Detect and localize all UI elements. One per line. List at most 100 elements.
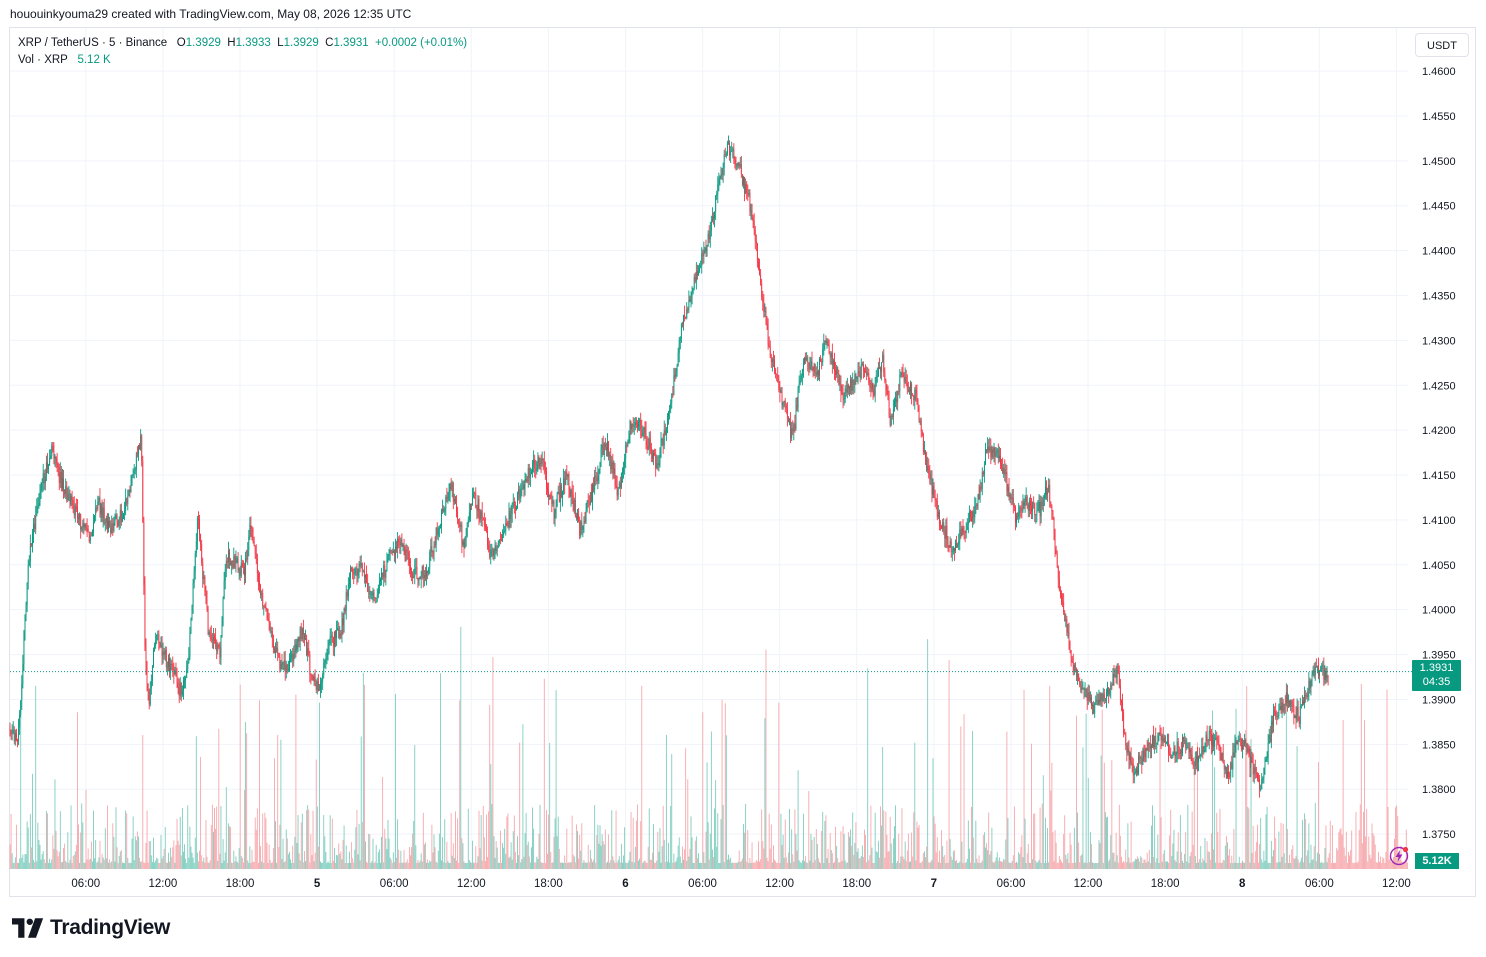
candle-body	[79, 513, 81, 520]
candle-body	[494, 545, 496, 551]
candle-body	[146, 666, 148, 684]
volume-bar	[1235, 708, 1237, 869]
candle-body	[162, 651, 164, 656]
volume-bar	[1085, 713, 1087, 869]
candle-body	[414, 568, 416, 577]
candle-body	[519, 489, 521, 499]
lightning-icon[interactable]	[1389, 846, 1409, 866]
candle-body	[1149, 744, 1151, 749]
volume-bar	[615, 810, 617, 869]
volume-bar	[872, 862, 874, 869]
volume-bar	[910, 861, 911, 869]
volume-bar	[1383, 858, 1385, 869]
volume-bar	[1072, 862, 1074, 869]
volume-bar	[345, 845, 347, 869]
candle-body	[1074, 665, 1076, 668]
candle-body	[628, 434, 630, 442]
candle-body	[586, 500, 588, 511]
candle-body	[225, 560, 227, 570]
volume-bar	[101, 853, 103, 869]
volume-bar	[145, 842, 147, 869]
candle-body	[463, 541, 465, 548]
candle-body	[57, 463, 59, 467]
volume-bar	[385, 838, 387, 869]
candle-body	[707, 234, 709, 247]
volume-bar	[176, 818, 178, 869]
candle-body	[301, 627, 303, 639]
volume-bar	[1188, 862, 1190, 869]
volume-bar	[902, 856, 904, 869]
candle-body	[1175, 754, 1177, 757]
candle-body	[705, 248, 707, 252]
volume-bar	[642, 862, 644, 869]
candle-body	[914, 389, 916, 401]
volume-bar	[1263, 850, 1265, 869]
candle-body	[131, 475, 133, 485]
candle-body	[1015, 507, 1016, 523]
candle-body	[1016, 515, 1017, 523]
legend-symbol[interactable]: XRP / TetherUS · 5 · Binance	[18, 37, 168, 49]
volume-bar	[1285, 691, 1287, 869]
candle-body	[37, 505, 39, 507]
x-tick-label: 7	[931, 878, 937, 890]
candle-body	[1238, 738, 1240, 741]
tradingview-brand[interactable]: TradingView	[12, 916, 170, 940]
volume-bar	[1271, 856, 1273, 869]
volume-bar	[943, 856, 945, 869]
candle-body	[204, 576, 206, 593]
candle-body	[445, 496, 447, 509]
tradingview-logo-icon	[12, 918, 44, 938]
volume-bar	[1382, 857, 1384, 869]
candle-body	[325, 658, 327, 660]
volume-bar	[1009, 862, 1011, 869]
legend-volume-label[interactable]: Vol · XRP	[18, 54, 68, 66]
volume-bar	[427, 859, 429, 869]
volume-bar	[866, 862, 868, 869]
volume-bar	[1198, 862, 1200, 869]
volume-bar	[426, 862, 427, 869]
candle-body	[1286, 693, 1288, 703]
candle-body	[648, 438, 650, 450]
candle-body	[670, 403, 672, 410]
candle-body	[657, 463, 659, 465]
candle-body	[1298, 716, 1300, 724]
volume-bar	[556, 836, 558, 869]
candle-body	[831, 353, 833, 365]
volume-bar	[241, 858, 243, 869]
volume-bar	[761, 809, 763, 869]
volume-bar	[723, 862, 725, 869]
candle-body	[53, 451, 55, 459]
volume-bar	[26, 821, 28, 869]
candle-body	[1097, 700, 1099, 705]
candle-body	[1229, 775, 1231, 777]
candle-body	[447, 496, 449, 499]
volume-bar	[935, 852, 937, 869]
candle-body	[887, 392, 889, 400]
candle-body	[1165, 742, 1167, 743]
candle-body	[1028, 500, 1030, 511]
candle-body	[80, 513, 82, 530]
candle-body	[36, 506, 38, 516]
candle-body	[78, 518, 79, 520]
candle-body	[340, 633, 342, 635]
volume-bar	[1006, 731, 1008, 869]
candle-body	[976, 504, 978, 506]
candle-body	[511, 505, 513, 515]
volume-bar	[889, 816, 891, 869]
candle-body	[810, 361, 812, 367]
candle-body	[514, 506, 516, 510]
volume-bar	[1390, 861, 1392, 869]
volume-bar	[136, 831, 138, 869]
candle-body	[270, 631, 272, 633]
candle-body	[931, 478, 933, 495]
volume-bar	[446, 841, 448, 869]
currency-unit-button[interactable]: USDT	[1415, 33, 1469, 57]
volume-bar	[245, 721, 247, 869]
volume-bar	[263, 862, 265, 869]
candle-body	[21, 683, 23, 701]
candle-body	[109, 520, 111, 528]
volume-bar	[371, 861, 373, 869]
volume-bar	[749, 858, 751, 869]
candle-body	[1154, 736, 1156, 748]
